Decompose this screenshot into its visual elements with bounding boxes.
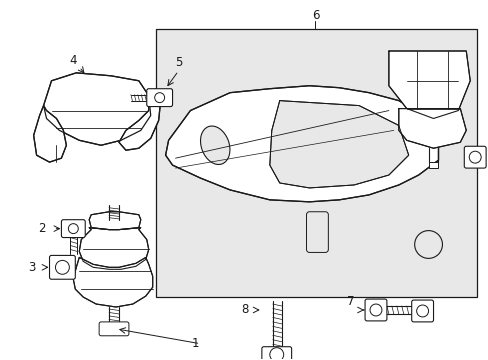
Circle shape (369, 304, 381, 316)
Polygon shape (89, 212, 141, 230)
Text: 5: 5 (175, 57, 182, 69)
Text: 2: 2 (38, 222, 45, 235)
FancyBboxPatch shape (463, 146, 485, 168)
Polygon shape (79, 228, 148, 269)
Bar (427, 162, 438, 168)
Circle shape (154, 93, 164, 103)
Polygon shape (165, 86, 438, 202)
Text: 4: 4 (69, 54, 77, 67)
Polygon shape (119, 89, 161, 150)
Text: 8: 8 (241, 303, 248, 316)
Circle shape (416, 305, 427, 317)
FancyBboxPatch shape (411, 300, 433, 322)
FancyBboxPatch shape (365, 299, 386, 321)
Text: 7: 7 (346, 294, 354, 307)
Circle shape (55, 260, 69, 274)
FancyBboxPatch shape (146, 89, 172, 107)
Polygon shape (73, 257, 152, 307)
FancyBboxPatch shape (49, 255, 75, 279)
Ellipse shape (200, 126, 229, 165)
Circle shape (68, 224, 78, 234)
Text: 6: 6 (311, 9, 319, 22)
FancyBboxPatch shape (99, 322, 129, 336)
Text: 1: 1 (191, 337, 199, 350)
Polygon shape (34, 105, 66, 162)
Polygon shape (388, 51, 469, 118)
FancyBboxPatch shape (61, 220, 85, 238)
Circle shape (414, 231, 442, 258)
Polygon shape (43, 73, 150, 145)
Polygon shape (269, 100, 408, 188)
FancyBboxPatch shape (262, 347, 291, 360)
FancyBboxPatch shape (306, 212, 327, 252)
Polygon shape (398, 109, 466, 148)
Circle shape (468, 151, 480, 163)
Text: 3: 3 (28, 261, 35, 274)
Circle shape (269, 348, 283, 360)
Bar (155, 29, 476, 297)
